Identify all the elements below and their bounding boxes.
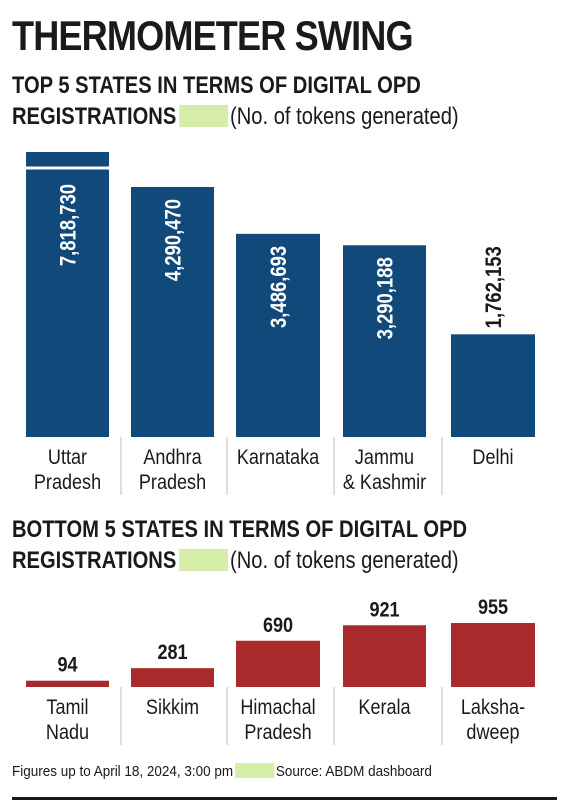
tick-label: Himachal bbox=[240, 696, 315, 720]
tick-label: dweep bbox=[466, 721, 519, 745]
top-subtitle-line1: TOP 5 STATES IN TERMS OF DIGITAL OPD bbox=[12, 72, 421, 99]
bar bbox=[131, 668, 214, 687]
highlight-swatch bbox=[178, 549, 228, 571]
tick-label: Delhi bbox=[472, 446, 513, 470]
data-label: 7,818,730 bbox=[57, 184, 81, 266]
bar bbox=[131, 187, 214, 437]
tick-label: & Kashmir bbox=[343, 471, 427, 495]
bar-group: 3,486,693 bbox=[236, 233, 320, 437]
footer-note: Figures up to April 18, 2024, 3:00 pm bbox=[12, 764, 234, 780]
bar bbox=[26, 680, 109, 687]
data-label: 3,290,188 bbox=[374, 257, 398, 339]
tick-label: Karnataka bbox=[237, 446, 319, 470]
data-label: 690 bbox=[263, 614, 293, 638]
footer-source: Source: ABDM dashboard bbox=[275, 764, 432, 780]
top-states-bar-chart: 7,818,730UttarPradesh4,290,470AndhraPrad… bbox=[26, 152, 535, 495]
tick-label: Tamil bbox=[46, 696, 88, 720]
category-label: Sikkim bbox=[146, 696, 199, 720]
category-label: Jammu& Kashmir bbox=[343, 446, 427, 495]
tick-label: Jammu bbox=[355, 446, 414, 470]
category-label: Kerala bbox=[358, 696, 410, 720]
bar-group: 955 bbox=[451, 596, 535, 687]
category-label: Delhi bbox=[472, 446, 513, 470]
tick-label: Sikkim bbox=[146, 696, 199, 720]
data-label: 921 bbox=[369, 598, 399, 622]
tick-label: Laksha- bbox=[461, 696, 525, 720]
bottom-subtitle-line2: REGISTRATIONS bbox=[12, 547, 177, 574]
bottom-rule bbox=[12, 797, 557, 800]
footer: Figures up to April 18, 2024, 3:00 pm Sou… bbox=[12, 763, 432, 780]
bar bbox=[236, 233, 320, 437]
tick-label: Uttar bbox=[48, 446, 88, 470]
bar-group: 4,290,470 bbox=[131, 187, 214, 437]
bar bbox=[451, 334, 535, 437]
top-unit-label: (No. of tokens generated) bbox=[230, 103, 459, 130]
bar-group: 921 bbox=[343, 598, 426, 687]
chart-title: THERMOMETER SWING bbox=[12, 12, 414, 59]
bar-group: 281 bbox=[131, 641, 214, 687]
bottom-chart-subtitle: BOTTOM 5 STATES IN TERMS OF DIGITAL OPD … bbox=[12, 514, 550, 576]
tick-label: Pradesh bbox=[244, 721, 311, 745]
bar bbox=[343, 245, 426, 437]
tick-label: Pradesh bbox=[34, 471, 101, 495]
highlight-swatch bbox=[235, 763, 275, 778]
bar-group: 1,762,153 bbox=[451, 246, 535, 437]
data-label: 1,762,153 bbox=[483, 246, 507, 328]
tick-label: Andhra bbox=[143, 446, 201, 470]
bar-group: 94 bbox=[26, 653, 109, 687]
bar-group: 3,290,188 bbox=[343, 245, 426, 437]
data-label: 94 bbox=[57, 653, 77, 677]
tick-label: Nadu bbox=[46, 721, 89, 745]
bar bbox=[236, 640, 320, 687]
bar-group: 7,818,730 bbox=[26, 152, 109, 437]
tick-label: Pradesh bbox=[139, 471, 206, 495]
top-subtitle-line2: REGISTRATIONS bbox=[12, 103, 177, 130]
data-label: 955 bbox=[478, 596, 508, 620]
bar bbox=[26, 152, 109, 437]
bottom-unit-label: (No. of tokens generated) bbox=[230, 547, 459, 574]
bar bbox=[451, 623, 535, 687]
data-label: 281 bbox=[157, 641, 187, 665]
data-label: 4,290,470 bbox=[162, 199, 186, 281]
highlight-swatch bbox=[178, 105, 228, 127]
bar-group: 690 bbox=[236, 614, 320, 687]
category-label: Karnataka bbox=[237, 446, 319, 470]
tick-label: Kerala bbox=[358, 696, 410, 720]
bottom-subtitle-line1: BOTTOM 5 STATES IN TERMS OF DIGITAL OPD bbox=[12, 516, 468, 543]
category-label: Laksha-dweep bbox=[461, 696, 525, 745]
data-label: 3,486,693 bbox=[268, 246, 292, 328]
bar bbox=[343, 625, 426, 687]
top-chart-subtitle: TOP 5 STATES IN TERMS OF DIGITAL OPD REG… bbox=[12, 70, 550, 132]
